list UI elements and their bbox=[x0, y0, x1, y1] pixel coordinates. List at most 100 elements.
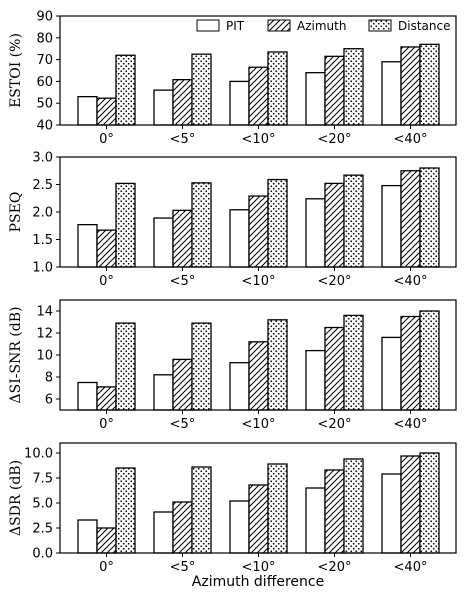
bar bbox=[248, 195, 269, 268]
bar bbox=[305, 72, 326, 126]
bar bbox=[172, 79, 193, 126]
bar bbox=[343, 48, 364, 126]
y-tick-label: 2.0 bbox=[32, 206, 53, 221]
y-axis-label: ESTOI (%) bbox=[8, 33, 24, 108]
bar bbox=[305, 198, 326, 268]
y-tick-label: 10 bbox=[36, 349, 53, 364]
y-tick-label: 14 bbox=[36, 305, 53, 320]
bar bbox=[229, 80, 250, 126]
y-tick-label: 2.5 bbox=[32, 522, 53, 537]
chart-panel: 0.0 2.5 5.0 7.5 10.0 0° <5° <10° <20° <40° ΔSDR (d… bbox=[8, 442, 457, 590]
legend-label: PIT bbox=[226, 19, 245, 33]
x-tick-label: <40° bbox=[394, 274, 428, 289]
x-tick-label: <10° bbox=[242, 274, 276, 289]
legend-label: Distance bbox=[398, 19, 450, 33]
x-tick-label: 0° bbox=[99, 132, 114, 147]
y-tick-label: 70 bbox=[36, 53, 53, 68]
bar bbox=[77, 223, 98, 268]
y-tick-label: 0.0 bbox=[32, 547, 53, 562]
y-tick-label: 7.5 bbox=[32, 472, 53, 487]
bar bbox=[153, 89, 174, 126]
bar bbox=[381, 336, 402, 411]
bar bbox=[77, 381, 98, 411]
bar bbox=[343, 174, 364, 268]
bar bbox=[115, 467, 136, 554]
bar bbox=[400, 315, 421, 411]
bar bbox=[400, 46, 421, 126]
x-tick-label: 0° bbox=[99, 560, 114, 575]
bar bbox=[229, 209, 250, 268]
x-tick-label: <40° bbox=[394, 560, 428, 575]
x-tick-label: 0° bbox=[99, 417, 114, 432]
bar bbox=[96, 97, 117, 126]
chart-panel: 6 8 10 12 14 0° <5° <10° <20° <40° ΔSI-SNR (dB) bbox=[8, 299, 457, 432]
x-tick-label: <5° bbox=[170, 274, 196, 289]
legend-label: Azimuth bbox=[297, 19, 346, 33]
bar bbox=[77, 519, 98, 554]
y-tick-label: 2.5 bbox=[32, 178, 53, 193]
bar bbox=[400, 455, 421, 554]
x-tick-label: <20° bbox=[318, 560, 352, 575]
bar bbox=[115, 54, 136, 126]
bar bbox=[381, 473, 402, 554]
y-axis-label: ΔSDR (dB) bbox=[8, 460, 24, 536]
bar bbox=[172, 209, 193, 268]
bar bbox=[305, 487, 326, 554]
bar bbox=[96, 527, 117, 554]
x-tick-label: <10° bbox=[242, 560, 276, 575]
bar bbox=[419, 167, 440, 268]
y-tick-label: 10.0 bbox=[24, 447, 53, 462]
chart-panel: 1.0 1.5 2.0 2.5 3.0 0° <5° <10° <20° <40° PSEQ bbox=[8, 151, 457, 289]
bar bbox=[343, 314, 364, 411]
bar bbox=[267, 319, 288, 411]
bar bbox=[172, 501, 193, 554]
x-tick-label: <5° bbox=[170, 560, 196, 575]
y-tick-label: 1.5 bbox=[32, 233, 53, 248]
x-tick-label: <40° bbox=[394, 132, 428, 147]
bar bbox=[324, 55, 345, 126]
y-tick-label: 5.0 bbox=[32, 497, 53, 512]
y-tick-label: 90 bbox=[36, 10, 53, 25]
bar bbox=[419, 310, 440, 411]
y-tick-label: 6 bbox=[45, 393, 53, 408]
x-tick-label: <20° bbox=[318, 417, 352, 432]
x-tick-label: <40° bbox=[394, 417, 428, 432]
y-tick-label: 50 bbox=[36, 97, 53, 112]
bar bbox=[305, 349, 326, 411]
bar bbox=[172, 358, 193, 411]
bar bbox=[153, 374, 174, 411]
bar bbox=[191, 322, 212, 411]
bar bbox=[153, 217, 174, 268]
chart-panel: 40 50 60 70 80 90 0° <5° <10° <20° <40° ESTOI (%) PI… bbox=[8, 10, 457, 147]
x-tick-label: <10° bbox=[242, 132, 276, 147]
bar bbox=[381, 184, 402, 268]
bar bbox=[267, 51, 288, 126]
legend-swatch bbox=[267, 19, 291, 32]
bar bbox=[229, 500, 250, 554]
bar bbox=[248, 484, 269, 554]
bar bbox=[115, 322, 136, 411]
bar bbox=[400, 170, 421, 268]
y-tick-label: 3.0 bbox=[32, 151, 53, 166]
y-tick-label: 12 bbox=[36, 327, 53, 342]
x-tick-label: <5° bbox=[170, 132, 196, 147]
bar bbox=[96, 386, 117, 411]
legend-swatch bbox=[368, 19, 392, 32]
bar bbox=[191, 466, 212, 554]
bar bbox=[115, 182, 136, 268]
bar bbox=[419, 43, 440, 126]
bar bbox=[191, 182, 212, 268]
legend: PIT Azimuth Distance bbox=[196, 19, 450, 33]
bar bbox=[324, 182, 345, 268]
bar bbox=[191, 53, 212, 126]
bar bbox=[381, 61, 402, 126]
bar bbox=[267, 178, 288, 268]
x-tick-label: <20° bbox=[318, 132, 352, 147]
bar bbox=[248, 341, 269, 411]
bar bbox=[96, 229, 117, 268]
y-tick-label: 80 bbox=[36, 31, 53, 46]
bar bbox=[248, 66, 269, 126]
x-tick-label: <5° bbox=[170, 417, 196, 432]
bar bbox=[77, 96, 98, 126]
